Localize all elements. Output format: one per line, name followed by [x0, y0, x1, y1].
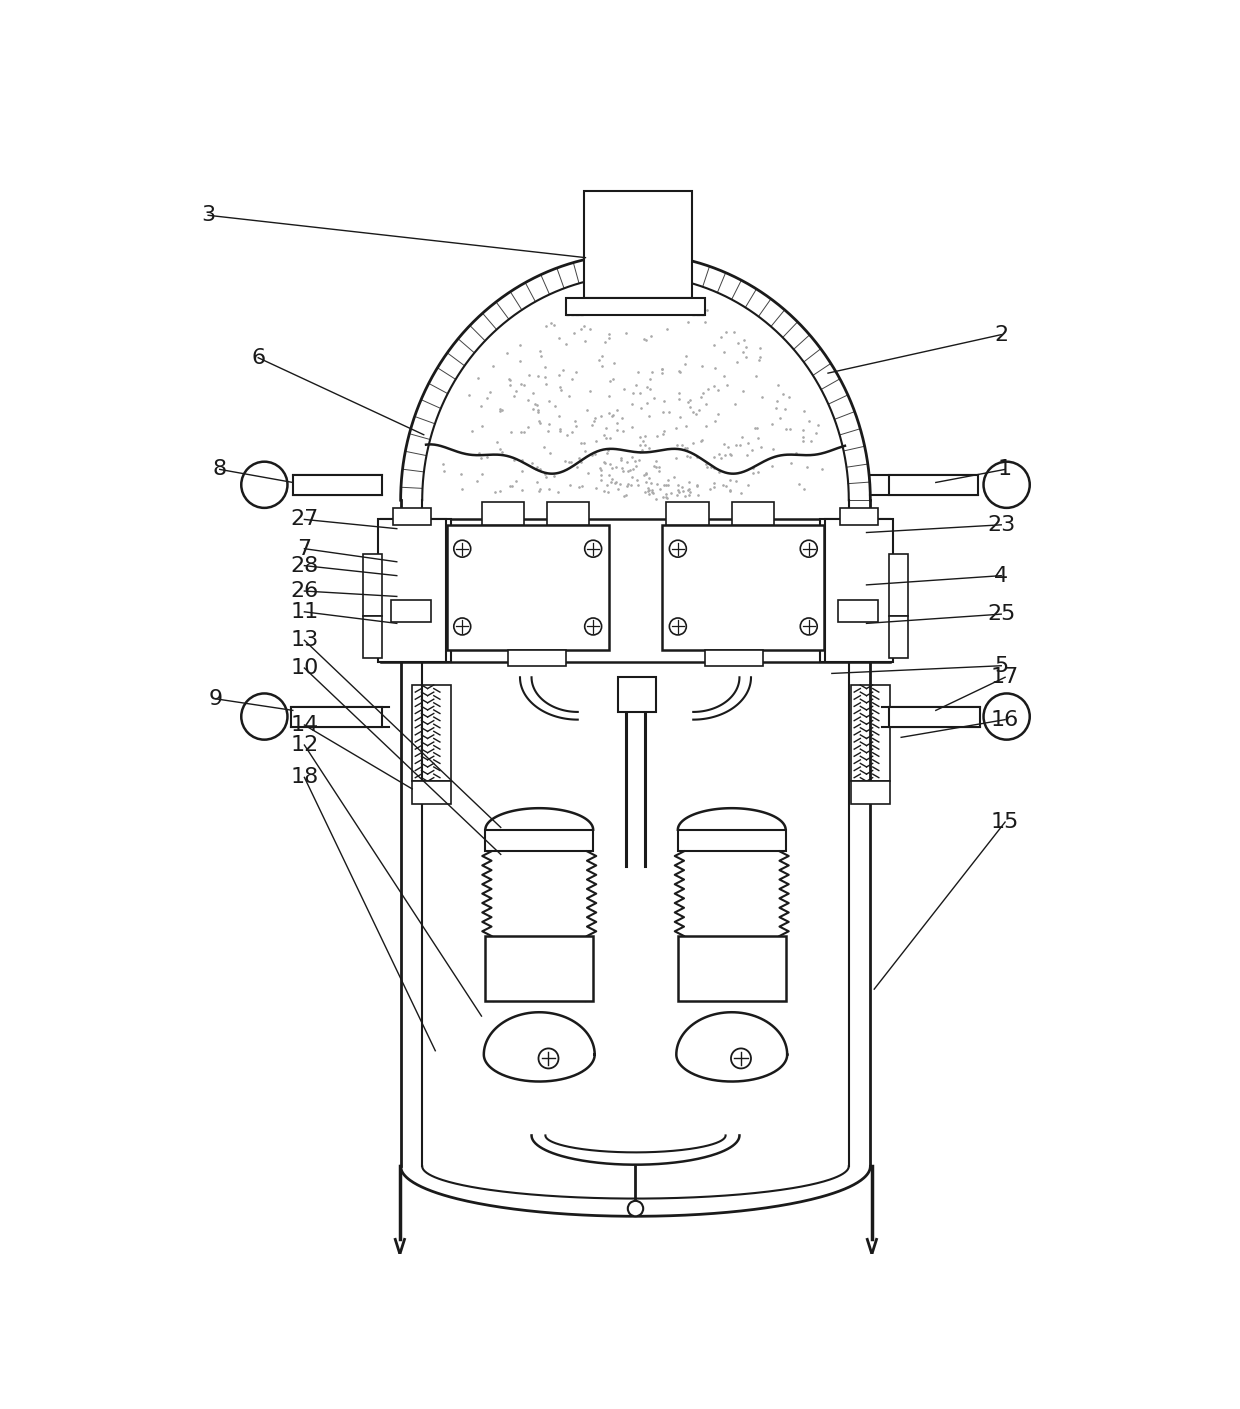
Bar: [485, 936, 593, 1000]
Bar: [363, 616, 382, 658]
Text: 7: 7: [298, 538, 311, 559]
Circle shape: [800, 619, 817, 635]
Polygon shape: [580, 299, 583, 316]
Polygon shape: [692, 299, 694, 316]
Circle shape: [454, 619, 471, 635]
Bar: [567, 299, 704, 316]
Bar: [446, 524, 609, 651]
Text: 2: 2: [994, 324, 1008, 345]
Text: 5: 5: [994, 655, 1008, 676]
Circle shape: [242, 462, 288, 507]
Text: 26: 26: [290, 581, 319, 602]
Circle shape: [983, 693, 1029, 740]
Bar: [378, 520, 446, 662]
Bar: [889, 706, 980, 727]
Text: 25: 25: [987, 604, 1016, 624]
Bar: [889, 616, 908, 658]
Text: 17: 17: [991, 668, 1019, 688]
Polygon shape: [567, 299, 569, 316]
Text: 1: 1: [998, 459, 1012, 479]
Bar: [508, 651, 567, 665]
Circle shape: [242, 693, 288, 740]
Bar: [704, 651, 763, 665]
Bar: [391, 600, 430, 621]
Bar: [678, 830, 786, 851]
Bar: [889, 554, 908, 616]
Text: 14: 14: [290, 714, 319, 735]
Bar: [838, 600, 878, 621]
Bar: [412, 781, 450, 805]
Bar: [851, 685, 889, 781]
Circle shape: [585, 540, 601, 557]
Bar: [293, 475, 382, 495]
Bar: [821, 520, 889, 662]
Circle shape: [670, 619, 686, 635]
Polygon shape: [697, 299, 699, 316]
Polygon shape: [570, 299, 574, 316]
Circle shape: [627, 1200, 644, 1216]
Text: 16: 16: [991, 710, 1019, 730]
Text: 8: 8: [212, 459, 227, 479]
Bar: [618, 678, 656, 712]
Bar: [678, 936, 786, 1000]
Polygon shape: [575, 299, 579, 316]
Circle shape: [670, 540, 686, 557]
Bar: [412, 685, 450, 781]
Text: 6: 6: [252, 348, 265, 368]
Bar: [485, 830, 593, 851]
Bar: [363, 554, 382, 616]
Text: 27: 27: [290, 510, 319, 530]
Circle shape: [585, 619, 601, 635]
Bar: [851, 781, 889, 805]
Text: 3: 3: [201, 206, 216, 225]
Text: 15: 15: [991, 812, 1019, 833]
Text: 23: 23: [987, 514, 1016, 535]
Bar: [382, 520, 450, 662]
Text: 13: 13: [290, 630, 319, 651]
Text: 12: 12: [290, 735, 319, 755]
Bar: [547, 502, 589, 524]
Bar: [291, 706, 382, 727]
Text: 18: 18: [290, 768, 319, 788]
Text: 11: 11: [290, 602, 319, 621]
Polygon shape: [701, 299, 704, 316]
Bar: [584, 190, 692, 299]
Circle shape: [730, 1048, 751, 1068]
Bar: [732, 502, 774, 524]
Bar: [825, 520, 893, 662]
Bar: [382, 520, 889, 662]
Bar: [666, 502, 708, 524]
Bar: [662, 524, 825, 651]
Bar: [839, 507, 878, 524]
Bar: [889, 475, 978, 495]
Bar: [393, 507, 432, 524]
Text: 28: 28: [290, 555, 319, 576]
Circle shape: [538, 1048, 558, 1068]
Circle shape: [454, 540, 471, 557]
Text: 10: 10: [290, 658, 319, 678]
Bar: [481, 502, 523, 524]
Circle shape: [800, 540, 817, 557]
Circle shape: [983, 462, 1029, 507]
Text: 9: 9: [208, 689, 223, 709]
Text: 4: 4: [994, 565, 1008, 586]
